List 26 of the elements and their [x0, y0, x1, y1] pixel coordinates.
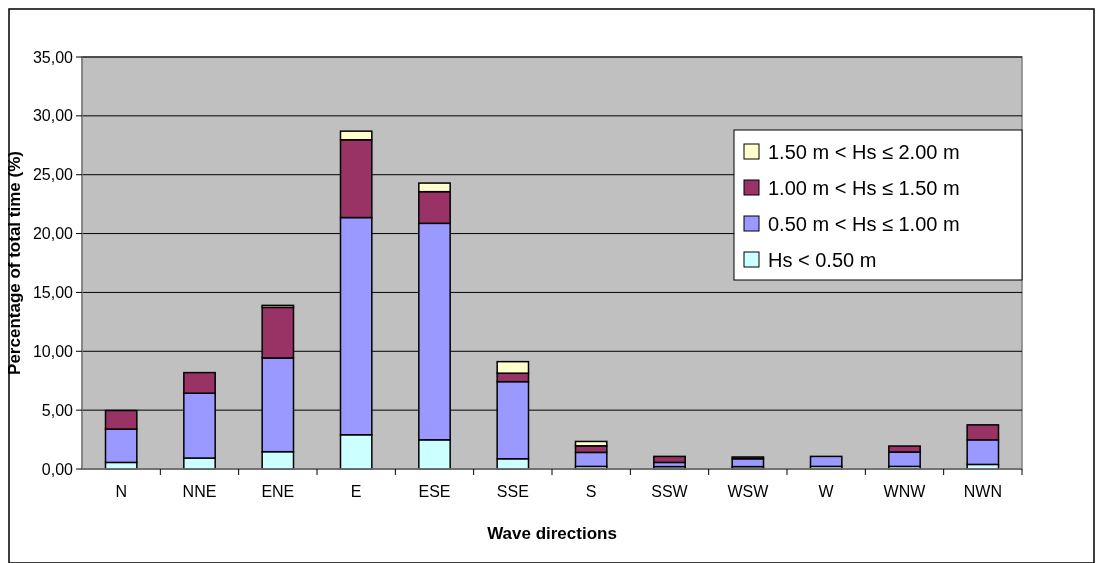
legend-label: 1.00 m < Hs ≤ 1.50 m — [768, 177, 960, 199]
y-tick-label: 5,00 — [41, 401, 74, 419]
y-tick-label: 20,00 — [32, 225, 74, 243]
x-tick-label: N — [115, 483, 127, 500]
x-tick-label: WNW — [883, 483, 927, 500]
x-tick-label: S — [585, 483, 597, 500]
y-tick-label: 10,00 — [32, 342, 74, 360]
x-tick-label: WSW — [727, 483, 770, 500]
x-tick-label: ESE — [418, 483, 451, 500]
x-tick-label: E — [350, 483, 362, 500]
x-axis-title: Wave directions — [487, 524, 617, 543]
x-tick-label: W — [818, 483, 835, 500]
y-axis-title: Percentage of total time (%) — [5, 151, 24, 375]
legend-label: 1.50 m < Hs ≤ 2.00 m — [768, 141, 960, 163]
y-tick-label: 35,00 — [32, 48, 74, 66]
legend-label: 0.50 m < Hs ≤ 1.00 m — [768, 213, 960, 235]
y-tick-label: 15,00 — [32, 284, 74, 302]
x-tick-label: SSE — [496, 483, 529, 500]
y-tick-label: 30,00 — [32, 107, 74, 125]
x-tick-label: ENE — [261, 483, 295, 500]
x-tick-label: SSW — [651, 483, 689, 500]
x-tick-label: NNE — [182, 483, 217, 500]
legend-label: Hs < 0.50 m — [768, 249, 877, 271]
x-tick-label: NWN — [963, 483, 1002, 500]
y-tick-label: 0,00 — [41, 460, 74, 478]
y-tick-label: 25,00 — [32, 166, 74, 184]
